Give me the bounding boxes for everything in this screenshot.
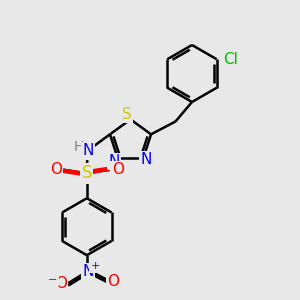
Text: H: H — [74, 140, 84, 154]
Text: S: S — [122, 106, 132, 122]
Text: N: N — [82, 264, 93, 279]
Text: O: O — [55, 276, 67, 291]
Text: N: N — [140, 152, 152, 167]
Text: O: O — [50, 162, 62, 177]
Text: O: O — [112, 162, 124, 177]
Text: +: + — [91, 261, 100, 271]
Text: Cl: Cl — [223, 52, 238, 67]
Text: −: − — [48, 274, 57, 284]
Text: O: O — [107, 274, 119, 289]
Text: S: S — [82, 164, 92, 182]
Text: N: N — [109, 154, 120, 169]
Text: N: N — [82, 143, 94, 158]
